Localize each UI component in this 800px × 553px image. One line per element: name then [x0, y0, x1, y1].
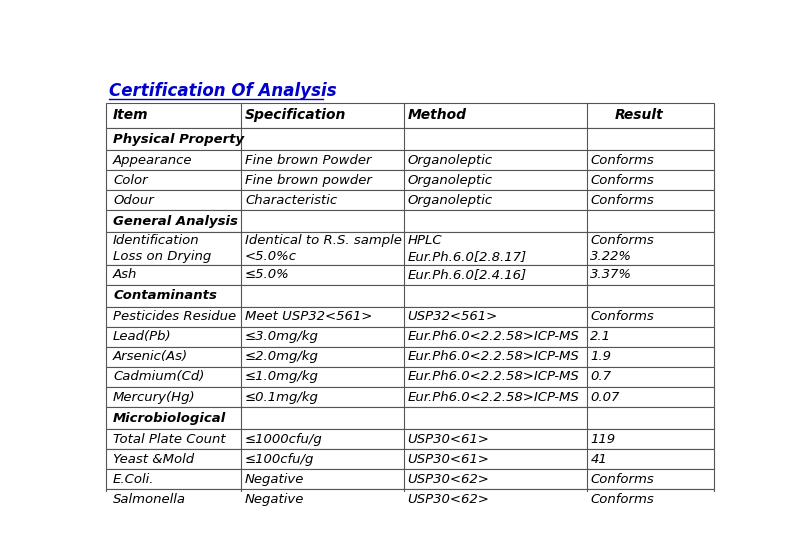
Bar: [106, 347, 714, 367]
Text: Method: Method: [407, 108, 466, 122]
Bar: [106, 489, 714, 509]
Text: ≤0.1mg/kg: ≤0.1mg/kg: [245, 390, 319, 404]
Text: Physical Property: Physical Property: [113, 133, 244, 145]
Text: ≤1000cfu/g: ≤1000cfu/g: [245, 432, 323, 446]
Bar: [106, 128, 714, 150]
Text: USP32<561>: USP32<561>: [407, 310, 498, 324]
Text: Cadmium(Cd): Cadmium(Cd): [113, 371, 204, 383]
Bar: [106, 469, 714, 489]
Bar: [106, 170, 714, 190]
Bar: [106, 387, 714, 407]
Bar: [106, 407, 714, 429]
Text: 2.1: 2.1: [590, 331, 611, 343]
Text: Negative: Negative: [245, 493, 305, 505]
Text: Eur.Ph6.0<2.2.58>ICP-MS: Eur.Ph6.0<2.2.58>ICP-MS: [407, 351, 579, 363]
Bar: [106, 190, 714, 210]
Text: Color: Color: [113, 174, 148, 187]
Text: Eur.Ph.6.0[2.4.16]: Eur.Ph.6.0[2.4.16]: [407, 268, 526, 281]
Text: Arsenic(As): Arsenic(As): [113, 351, 188, 363]
Text: Conforms: Conforms: [590, 310, 654, 324]
Text: Negative: Negative: [245, 473, 305, 486]
Text: Mercury(Hg): Mercury(Hg): [113, 390, 196, 404]
Text: ≤3.0mg/kg: ≤3.0mg/kg: [245, 331, 319, 343]
Text: 119: 119: [590, 432, 615, 446]
Text: 0.7: 0.7: [590, 371, 611, 383]
Text: Salmonella: Salmonella: [113, 493, 186, 505]
Text: Eur.Ph6.0<2.2.58>ICP-MS: Eur.Ph6.0<2.2.58>ICP-MS: [407, 331, 579, 343]
Bar: [106, 102, 714, 128]
Text: Identical to R.S. sample: Identical to R.S. sample: [245, 234, 402, 247]
Text: Item: Item: [113, 108, 149, 122]
Text: Fine brown powder: Fine brown powder: [245, 174, 372, 187]
Text: ≤5.0%: ≤5.0%: [245, 268, 290, 281]
Text: Meet USP32<561>: Meet USP32<561>: [245, 310, 373, 324]
Text: 41: 41: [590, 453, 607, 466]
Text: 3.22%: 3.22%: [590, 250, 633, 263]
Text: Pesticides Residue: Pesticides Residue: [113, 310, 236, 324]
Text: Total Plate Count: Total Plate Count: [113, 432, 226, 446]
Text: Organoleptic: Organoleptic: [407, 154, 493, 167]
Text: Fine brown Powder: Fine brown Powder: [245, 154, 371, 167]
Text: USP30<61>: USP30<61>: [407, 432, 490, 446]
Bar: [106, 449, 714, 469]
Text: Conforms: Conforms: [590, 234, 654, 247]
Bar: [106, 150, 714, 170]
Text: USP30<62>: USP30<62>: [407, 473, 490, 486]
Text: Conforms: Conforms: [590, 493, 654, 505]
Text: HPLC: HPLC: [407, 234, 442, 247]
Text: Loss on Drying: Loss on Drying: [113, 250, 211, 263]
Text: General Analysis: General Analysis: [113, 215, 238, 228]
Text: Contaminants: Contaminants: [113, 289, 217, 302]
Text: Specification: Specification: [245, 108, 346, 122]
Text: 3.37%: 3.37%: [590, 268, 633, 281]
Text: Identification: Identification: [113, 234, 200, 247]
Text: Organoleptic: Organoleptic: [407, 174, 493, 187]
Bar: [106, 327, 714, 347]
Text: Eur.Ph6.0<2.2.58>ICP-MS: Eur.Ph6.0<2.2.58>ICP-MS: [407, 390, 579, 404]
Text: USP30<62>: USP30<62>: [407, 493, 490, 505]
Text: USP30<61>: USP30<61>: [407, 453, 490, 466]
Bar: [106, 285, 714, 307]
Bar: [106, 307, 714, 327]
Text: Characteristic: Characteristic: [245, 194, 338, 207]
Text: Conforms: Conforms: [590, 194, 654, 207]
Bar: [106, 429, 714, 449]
Text: Appearance: Appearance: [113, 154, 193, 167]
Text: Lead(Pb): Lead(Pb): [113, 331, 172, 343]
Text: ≤2.0mg/kg: ≤2.0mg/kg: [245, 351, 319, 363]
Text: E.Coli.: E.Coli.: [113, 473, 154, 486]
Text: Conforms: Conforms: [590, 473, 654, 486]
Text: Conforms: Conforms: [590, 174, 654, 187]
Text: ≤100cfu/g: ≤100cfu/g: [245, 453, 314, 466]
Bar: [106, 210, 714, 232]
Text: Microbiological: Microbiological: [113, 411, 226, 425]
Text: 0.07: 0.07: [590, 390, 620, 404]
Bar: [106, 265, 714, 285]
Text: Ash: Ash: [113, 268, 138, 281]
Text: 1.9: 1.9: [590, 351, 611, 363]
Text: Eur.Ph6.0<2.2.58>ICP-MS: Eur.Ph6.0<2.2.58>ICP-MS: [407, 371, 579, 383]
Text: Odour: Odour: [113, 194, 154, 207]
Bar: [106, 232, 714, 265]
Text: Organoleptic: Organoleptic: [407, 194, 493, 207]
Text: Result: Result: [614, 108, 663, 122]
Text: Yeast &Mold: Yeast &Mold: [113, 453, 194, 466]
Text: <5.0%c: <5.0%c: [245, 250, 297, 263]
Text: Certification Of Analysis: Certification Of Analysis: [110, 82, 337, 100]
Text: Conforms: Conforms: [590, 154, 654, 167]
Text: ≤1.0mg/kg: ≤1.0mg/kg: [245, 371, 319, 383]
Bar: [106, 367, 714, 387]
Text: Eur.Ph.6.0[2.8.17]: Eur.Ph.6.0[2.8.17]: [407, 250, 526, 263]
